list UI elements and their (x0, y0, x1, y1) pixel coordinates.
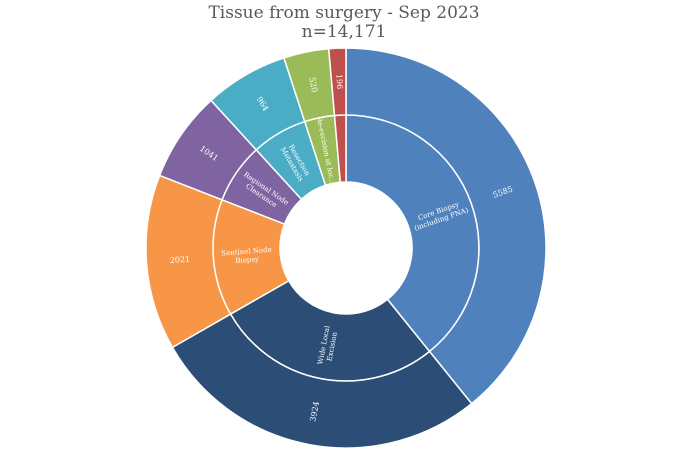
value-label-re-excision-at-loc-5: 520 (307, 76, 319, 93)
chart-subtitle: n=14,171 (301, 22, 387, 42)
value-label-sentinel-node-biopsy-2: 2021 (169, 255, 190, 265)
value-label-segment-6: 196 (334, 74, 344, 90)
outer-segment-wide-local-excision-1 (171, 313, 473, 449)
category-label-sentinel-node-biopsy-2: Sentinel NodeBiopsy (221, 246, 273, 266)
value-label-wide-local-excision-1: 3924 (308, 401, 321, 423)
chart-title: Tissue from surgery - Sep 2023 (208, 3, 480, 23)
outer-segment-core-biopsy-including-fna-0 (345, 47, 547, 405)
outer-segment-segment-6 (327, 47, 347, 117)
